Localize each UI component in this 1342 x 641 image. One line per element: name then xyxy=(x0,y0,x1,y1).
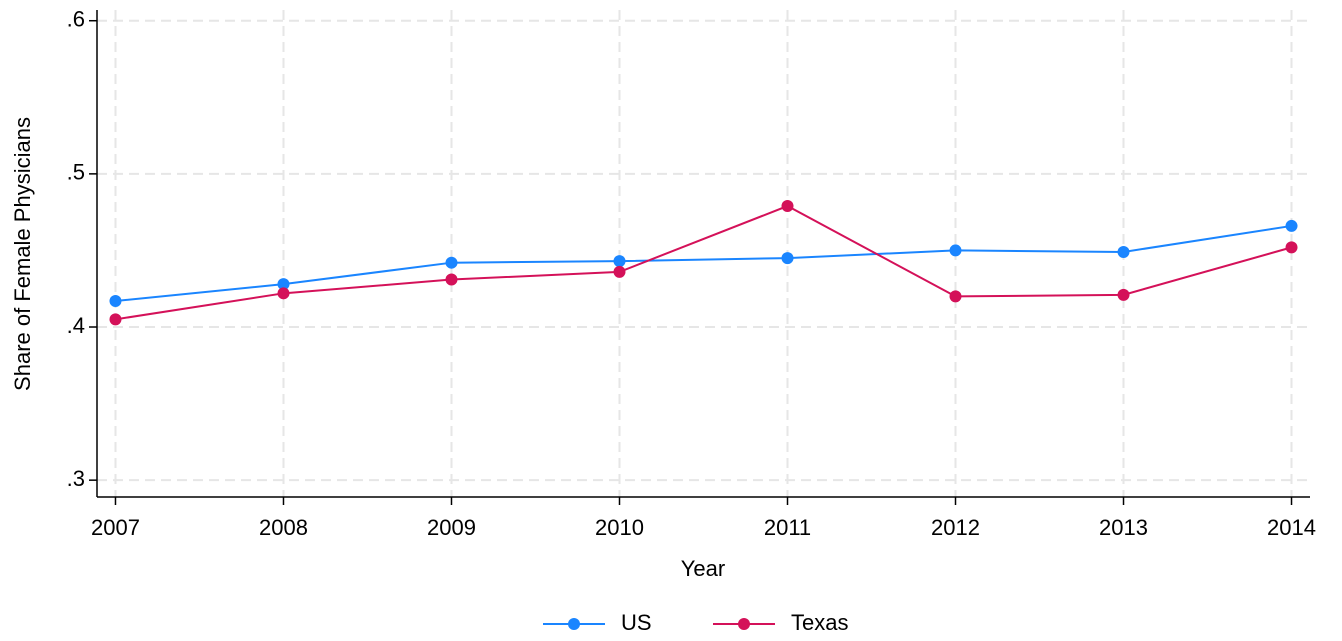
data-point xyxy=(109,313,122,326)
x-axis-label: Year xyxy=(681,556,725,581)
series-line xyxy=(115,224,1292,302)
x-tick-label: 2013 xyxy=(1099,515,1148,540)
x-tick-label: 2010 xyxy=(595,515,644,540)
data-point xyxy=(109,294,122,307)
data-point xyxy=(613,255,626,268)
data-point xyxy=(781,252,794,265)
data-point xyxy=(949,244,962,257)
x-tick-label: 2014 xyxy=(1267,515,1316,540)
data-point xyxy=(781,200,794,213)
data-point xyxy=(1285,219,1298,232)
y-tick-label: .5 xyxy=(67,160,85,185)
data-point xyxy=(445,256,458,269)
x-tick-label: 2008 xyxy=(259,515,308,540)
legend-label: US xyxy=(621,610,652,635)
data-point xyxy=(1117,245,1130,258)
x-tick-label: 2011 xyxy=(764,515,811,540)
x-tick-label: 2007 xyxy=(91,515,140,540)
y-tick-label: .3 xyxy=(67,466,85,491)
data-point xyxy=(445,273,458,286)
data-point xyxy=(1285,241,1298,254)
y-axis-label: Share of Female Physicians xyxy=(10,117,35,391)
y-tick-label: .6 xyxy=(67,7,85,32)
legend-label: Texas xyxy=(791,610,848,635)
x-tick-label: 2009 xyxy=(427,515,476,540)
y-tick-label: .4 xyxy=(67,313,85,338)
legend-marker xyxy=(568,618,580,630)
data-point xyxy=(949,290,962,303)
data-point xyxy=(1117,288,1130,301)
data-point xyxy=(613,265,626,278)
data-point xyxy=(277,278,290,291)
series-line xyxy=(115,204,1292,321)
x-tick-label: 2012 xyxy=(931,515,980,540)
data-point xyxy=(277,287,290,300)
legend-marker xyxy=(738,618,750,630)
